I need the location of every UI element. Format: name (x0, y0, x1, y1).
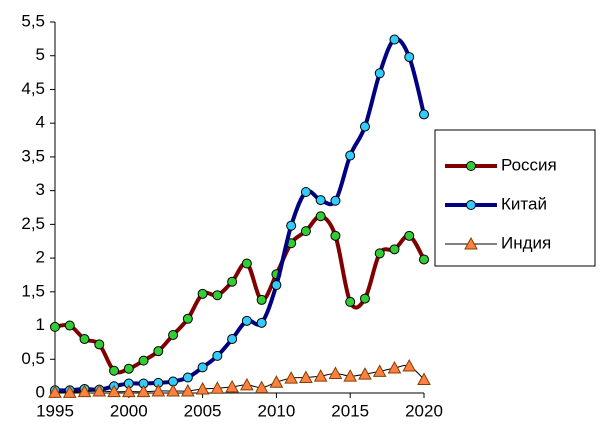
marker (419, 109, 429, 120)
y-tick-label: 4,5 (21, 79, 45, 98)
y-tick-label: 2,5 (21, 214, 45, 233)
marker (212, 350, 223, 361)
marker (225, 379, 239, 393)
marker (197, 288, 208, 299)
legend-label: Россия (501, 155, 557, 174)
marker (300, 226, 311, 237)
y-tick-label: 5 (36, 45, 45, 64)
marker (256, 294, 267, 305)
marker (417, 372, 431, 386)
marker (121, 384, 136, 398)
marker (197, 362, 208, 373)
y-tick-label: 1 (36, 315, 45, 334)
y-tick-label: 0,5 (21, 349, 45, 368)
marker (358, 367, 372, 380)
legend-marker (464, 236, 478, 250)
x-tick-label: 2000 (110, 401, 148, 420)
marker (107, 384, 121, 398)
marker (300, 186, 311, 197)
legend-label: Индия (501, 233, 551, 252)
marker (284, 371, 299, 384)
marker (180, 383, 195, 397)
y-tick-label: 3,5 (21, 146, 45, 165)
legend-label: Китай (501, 194, 547, 213)
marker (94, 339, 105, 350)
x-tick-label: 2010 (257, 401, 295, 420)
marker (62, 385, 77, 398)
marker (168, 329, 179, 340)
x-tick-label: 2020 (405, 401, 443, 420)
marker (389, 34, 400, 45)
y-tick-label: 3 (36, 180, 45, 199)
marker (359, 121, 370, 132)
marker (315, 211, 326, 222)
marker (182, 372, 193, 383)
marker (330, 195, 341, 206)
y-tick-label: 0 (36, 382, 45, 401)
marker (330, 230, 341, 241)
marker (123, 363, 134, 374)
marker (48, 385, 62, 398)
marker (241, 258, 252, 269)
marker (64, 320, 75, 331)
marker (241, 315, 252, 326)
marker (343, 369, 358, 382)
marker (419, 254, 429, 265)
marker (136, 384, 151, 398)
marker (402, 358, 417, 372)
marker (359, 293, 370, 304)
marker (387, 360, 402, 374)
marker (195, 381, 210, 395)
marker (109, 365, 120, 376)
marker (404, 230, 415, 241)
marker (227, 276, 238, 287)
marker (328, 366, 343, 379)
y-tick-label: 2 (36, 248, 45, 267)
legend-marker (466, 200, 476, 210)
legend-marker (466, 161, 476, 171)
y-tick-label: 4 (36, 113, 45, 132)
marker (79, 334, 90, 345)
y-tick-label: 1,5 (21, 281, 45, 300)
x-tick-label: 2015 (331, 401, 369, 420)
marker (374, 68, 385, 79)
y-tick-label: 5,5 (21, 11, 45, 30)
x-tick-label: 1995 (36, 401, 74, 420)
marker (182, 313, 193, 324)
marker (389, 244, 400, 255)
marker (227, 334, 238, 345)
series-line (54, 37, 426, 393)
marker (286, 220, 297, 231)
marker (256, 317, 267, 328)
marker (299, 370, 313, 383)
marker (404, 52, 415, 63)
marker (212, 290, 223, 301)
marker (92, 383, 107, 397)
marker (210, 381, 225, 394)
marker (50, 321, 60, 332)
marker (313, 369, 328, 382)
marker (345, 296, 356, 307)
marker (153, 346, 164, 357)
marker (151, 383, 166, 397)
marker (254, 380, 269, 394)
series-line (54, 214, 426, 375)
x-tick-label: 2005 (184, 401, 222, 420)
marker (271, 280, 282, 291)
marker (315, 195, 326, 206)
legend-box (434, 129, 596, 267)
marker (77, 384, 92, 398)
marker (240, 377, 254, 391)
marker (374, 248, 385, 259)
marker (372, 364, 387, 377)
marker (345, 150, 356, 161)
marker (269, 375, 284, 388)
marker (166, 383, 180, 397)
marker (138, 355, 149, 366)
